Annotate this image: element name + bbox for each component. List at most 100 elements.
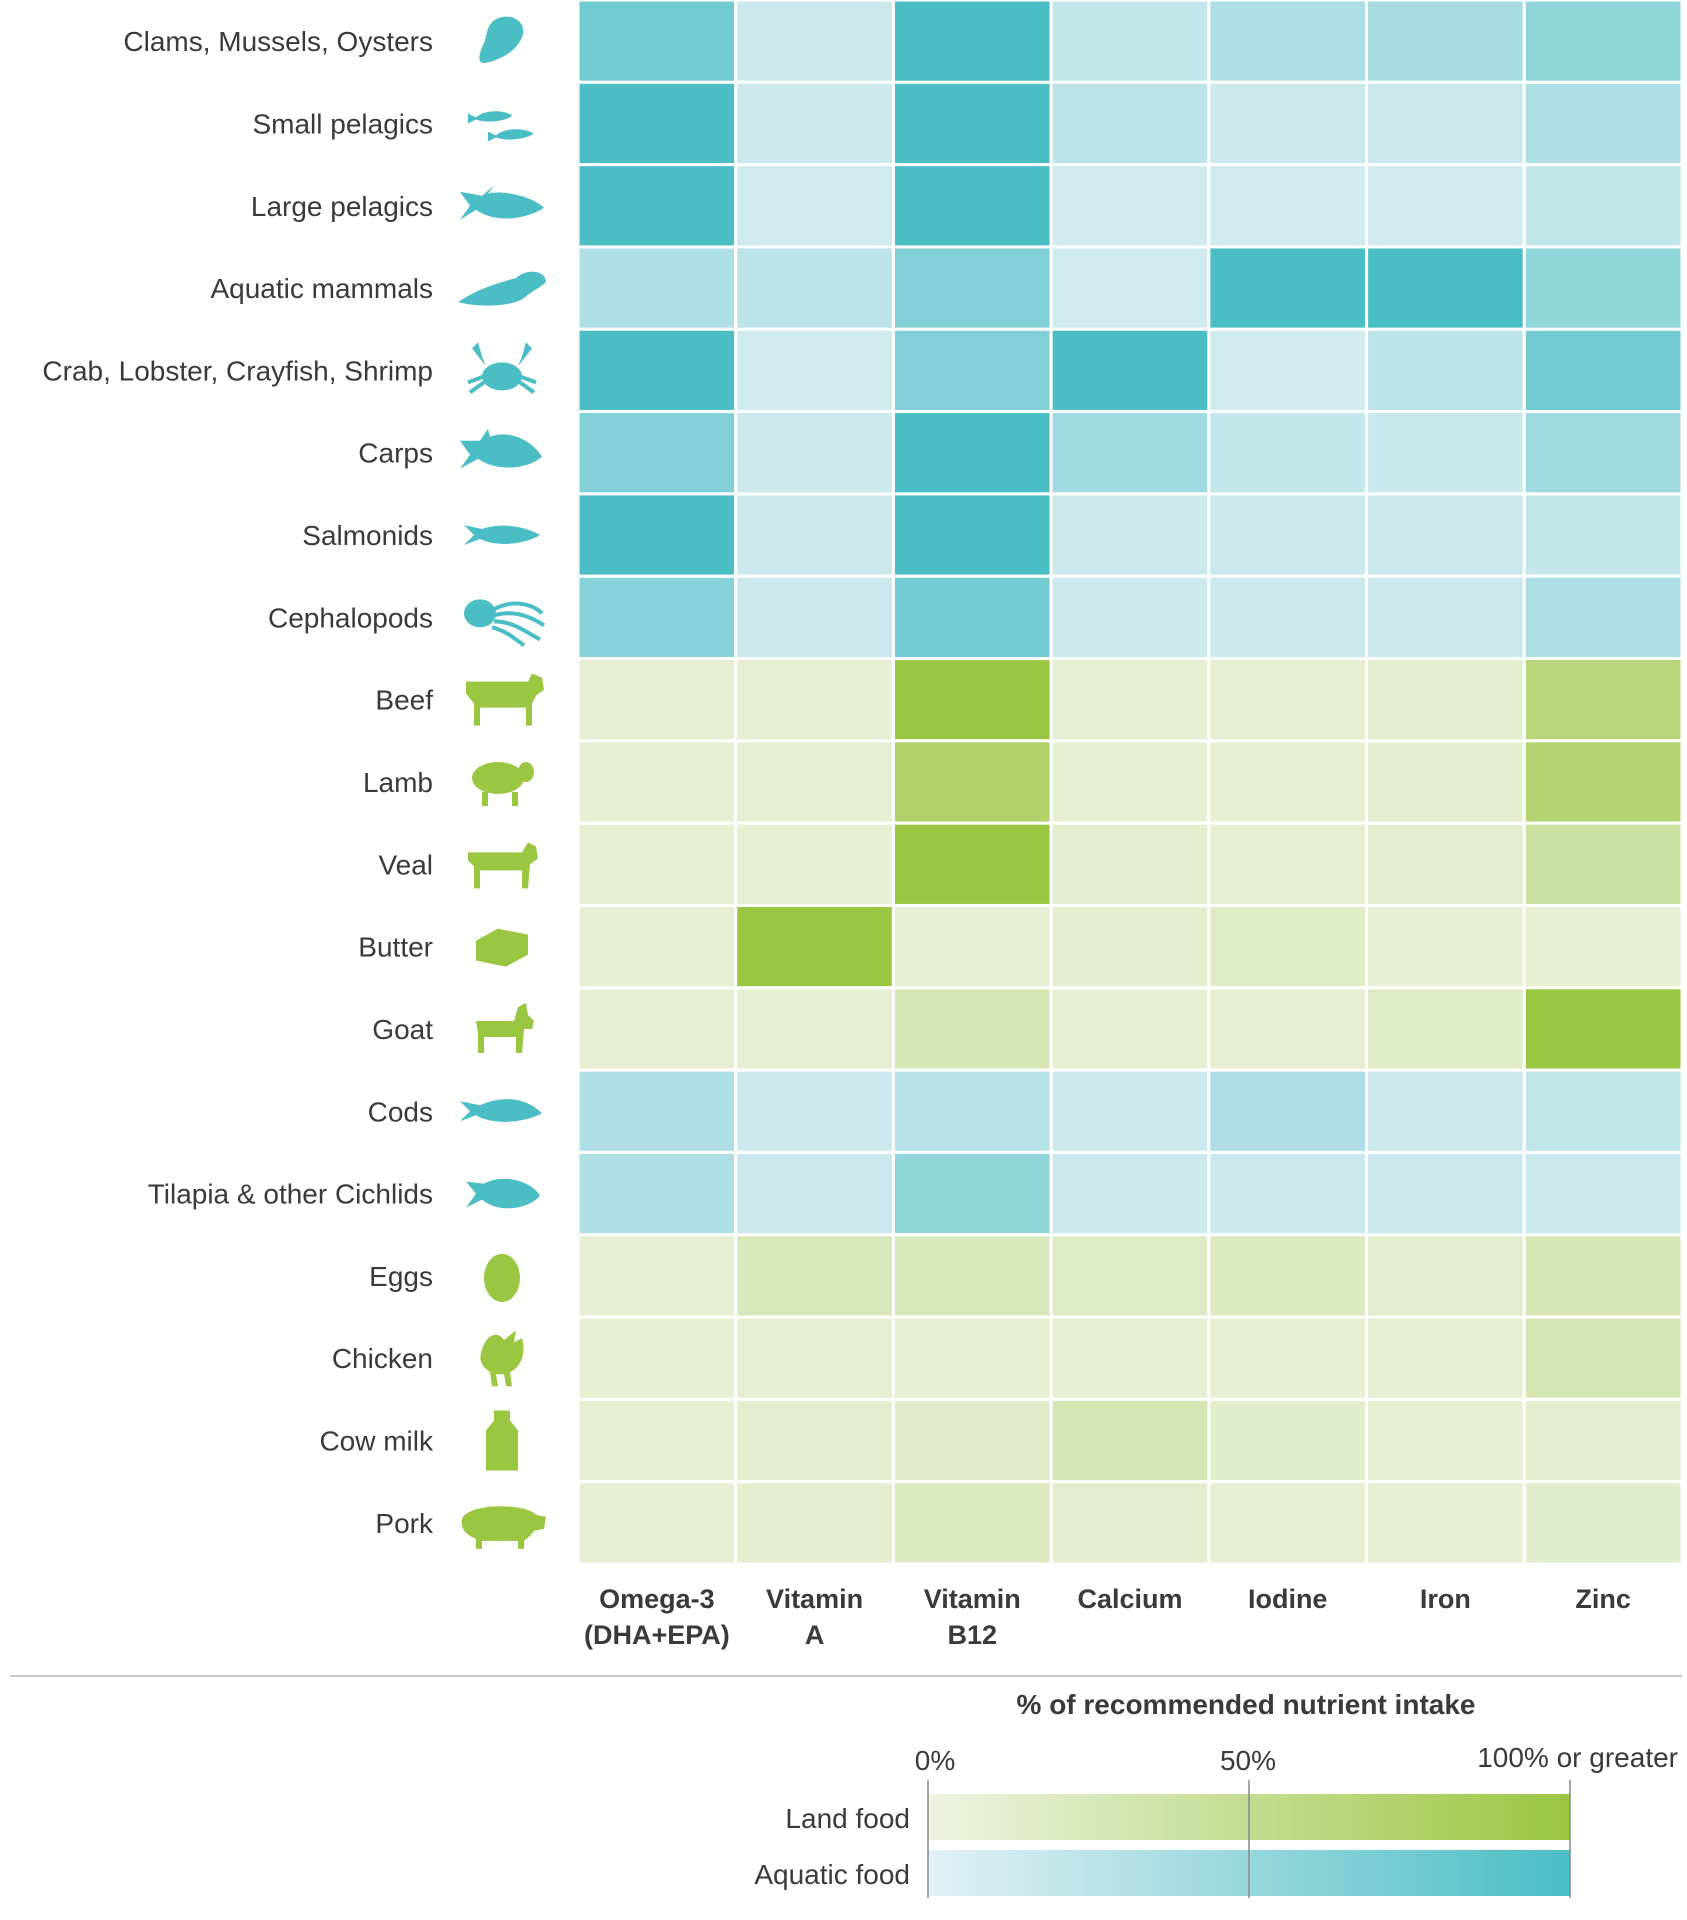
milk-bottle-icon [486, 1410, 518, 1471]
goat-icon [476, 1002, 534, 1053]
row-icons [458, 16, 546, 1549]
heatmap-cell-cods-omega-3-dha-epa [576, 1068, 738, 1154]
legend-tick-100: 100% or greater [1477, 1742, 1678, 1773]
heatmap-cell-small-pelagics-zinc [1522, 80, 1684, 167]
heatmap-cell-cow-milk-vitamin-b12 [891, 1397, 1053, 1484]
heatmap-cell-eggs-calcium [1049, 1233, 1211, 1319]
heatmap-cell-chicken-calcium [1049, 1315, 1211, 1401]
heatmap-cell-cow-milk-calcium [1049, 1397, 1211, 1484]
row-label-chicken: Chicken [332, 1343, 433, 1374]
heatmap-cell-crab-lobster-crayfish-shrimp-vitamin-b12 [891, 327, 1053, 414]
heatmap-cell-aquatic-mammals-iodine [1207, 245, 1369, 331]
heatmap-cells [576, 0, 1684, 1566]
heatmap-cell-crab-lobster-crayfish-shrimp-zinc [1522, 327, 1684, 414]
heatmap-cell-clams-mussels-oysters-omega-3-dha-epa [576, 0, 738, 84]
heatmap-cell-butter-iron [1365, 903, 1526, 990]
heatmap-cell-large-pelagics-iron [1365, 163, 1526, 249]
rooster-icon [480, 1330, 524, 1387]
legend-series-land: Land food [785, 1803, 910, 1834]
heatmap-cell-large-pelagics-vitamin-b12 [891, 163, 1053, 249]
heatmap-cell-chicken-vitamin-b12 [891, 1315, 1053, 1401]
tuna-icon [460, 185, 544, 220]
seal-icon [458, 271, 546, 306]
octopus-icon [464, 599, 546, 648]
color-legend: % of recommended nutrient intake 0% 50% … [754, 1689, 1678, 1898]
heatmap-cell-cow-milk-omega-3-dha-epa [576, 1397, 738, 1484]
heatmap-cell-pork-calcium [1049, 1480, 1211, 1566]
heatmap-cell-aquatic-mammals-iron [1365, 245, 1526, 331]
heatmap-cell-salmonids-iron [1365, 492, 1526, 578]
heatmap-cell-clams-mussels-oysters-vitamin-b12 [891, 0, 1053, 84]
heatmap-cell-beef-iodine [1207, 657, 1369, 743]
heatmap-cell-aquatic-mammals-omega-3-dha-epa [576, 245, 738, 331]
heatmap-cell-butter-vitamin-b12 [891, 903, 1053, 990]
column-label-iodine: Iodine [1248, 1584, 1328, 1614]
crab-icon [467, 342, 537, 395]
heatmap-cell-eggs-iron [1365, 1233, 1526, 1319]
heatmap-cell-butter-vitamin-a [734, 903, 895, 990]
row-label-cephalopods: Cephalopods [268, 602, 433, 633]
row-label-clams-mussels-oysters: Clams, Mussels, Oysters [123, 26, 433, 57]
heatmap-cell-carps-vitamin-b12 [891, 410, 1053, 496]
heatmap-cell-cods-iodine [1207, 1068, 1369, 1154]
heatmap-cell-pork-zinc [1522, 1480, 1684, 1566]
heatmap-cell-veal-vitamin-b12 [891, 821, 1053, 907]
heatmap-cell-eggs-iodine [1207, 1233, 1369, 1319]
column-labels: Omega-3 (DHA+EPA) Vitamin A Vitamin B12 Calciu… [584, 1584, 1631, 1650]
heatmap-cell-cods-vitamin-a [734, 1068, 895, 1154]
heatmap-cell-salmonids-iodine [1207, 492, 1369, 578]
row-label-butter: Butter [358, 932, 433, 963]
row-label-veal: Veal [379, 849, 434, 880]
heatmap-cell-carps-calcium [1049, 410, 1211, 496]
column-label-calcium: Calcium [1077, 1584, 1182, 1614]
sheep-icon [472, 762, 534, 806]
calf-icon [468, 842, 538, 889]
row-labels: Clams, Mussels, Oysters Small pelagics Lar… [42, 26, 434, 1539]
row-label-beef: Beef [375, 685, 433, 716]
heatmap-cell-carps-iron [1365, 410, 1526, 496]
row-label-small-pelagics: Small pelagics [252, 108, 433, 139]
heatmap-cell-small-pelagics-vitamin-b12 [891, 80, 1053, 167]
heatmap-cell-aquatic-mammals-calcium [1049, 245, 1211, 331]
heatmap-cell-goat-vitamin-a [734, 986, 895, 1072]
heatmap-cell-tilapia-other-cichlids-iron [1365, 1150, 1526, 1237]
heatmap-cell-butter-calcium [1049, 903, 1211, 990]
heatmap-cell-cephalopods-calcium [1049, 574, 1211, 661]
heatmap-cell-chicken-iron [1365, 1315, 1526, 1401]
heatmap-cell-tilapia-other-cichlids-calcium [1049, 1150, 1211, 1237]
heatmap-cell-salmonids-zinc [1522, 492, 1684, 578]
heatmap-cell-beef-vitamin-b12 [891, 657, 1053, 743]
heatmap-cell-lamb-calcium [1049, 739, 1211, 825]
heatmap-cell-goat-calcium [1049, 986, 1211, 1072]
heatmap-cell-veal-omega-3-dha-epa [576, 821, 738, 907]
heatmap-cell-crab-lobster-crayfish-shrimp-iron [1365, 327, 1526, 414]
heatmap-cell-clams-mussels-oysters-iodine [1207, 0, 1369, 84]
heatmap-cell-clams-mussels-oysters-vitamin-a [734, 0, 895, 84]
heatmap-cell-veal-calcium [1049, 821, 1211, 907]
carp-icon [460, 428, 542, 469]
heatmap-cell-aquatic-mammals-vitamin-b12 [891, 245, 1053, 331]
heatmap-cell-goat-iodine [1207, 986, 1369, 1072]
heatmap-cell-cow-milk-iodine [1207, 1397, 1369, 1484]
legend-divider [10, 1675, 1682, 1677]
heatmap-cell-lamb-zinc [1522, 739, 1684, 825]
heatmap-cell-chicken-iodine [1207, 1315, 1369, 1401]
heatmap-cell-cephalopods-iodine [1207, 574, 1369, 661]
heatmap-cell-goat-zinc [1522, 986, 1684, 1072]
row-label-lamb: Lamb [363, 767, 433, 798]
heatmap-cell-cow-milk-iron [1365, 1397, 1526, 1484]
heatmap-cell-lamb-iron [1365, 739, 1526, 825]
heatmap-cell-lamb-vitamin-b12 [891, 739, 1053, 825]
egg-icon [484, 1253, 520, 1302]
pig-icon [461, 1506, 546, 1549]
small-fish-icon [468, 111, 534, 142]
heatmap-cell-veal-zinc [1522, 821, 1684, 907]
heatmap-cell-crab-lobster-crayfish-shrimp-omega-3-dha-epa [576, 327, 738, 414]
heatmap-cell-pork-iodine [1207, 1480, 1369, 1566]
heatmap-cell-veal-iron [1365, 821, 1526, 907]
column-label-zinc: Zinc [1575, 1584, 1631, 1614]
heatmap-cell-butter-omega-3-dha-epa [576, 903, 738, 990]
row-label-salmonids: Salmonids [302, 520, 433, 551]
heatmap-cell-salmonids-vitamin-a [734, 492, 895, 578]
row-label-cods: Cods [368, 1096, 433, 1127]
